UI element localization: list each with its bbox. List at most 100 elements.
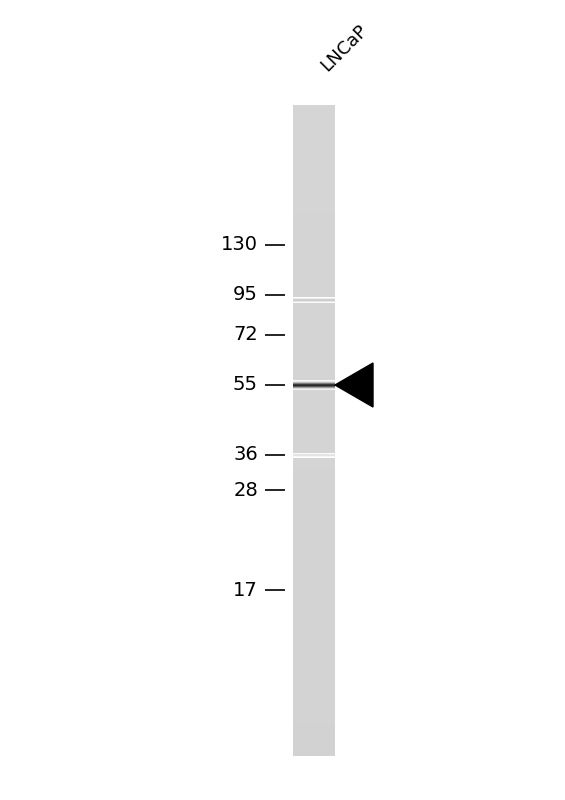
Bar (293, 727, 334, 730)
Bar (293, 110, 334, 112)
Bar (293, 564, 334, 567)
Bar (293, 181, 334, 183)
Bar (293, 423, 334, 426)
Bar (293, 697, 334, 699)
Bar (293, 551, 334, 554)
Bar (293, 649, 334, 651)
Bar (293, 287, 334, 290)
Bar (293, 289, 334, 292)
Text: 28: 28 (233, 481, 258, 499)
Bar (293, 660, 334, 662)
Bar (293, 281, 334, 283)
Bar (293, 196, 334, 198)
Bar (293, 177, 334, 179)
Bar (293, 254, 334, 257)
Bar (293, 398, 334, 400)
Bar (293, 597, 334, 599)
Bar (293, 640, 334, 643)
Bar (293, 185, 334, 188)
Bar (293, 370, 334, 372)
Bar (293, 490, 334, 494)
Bar (293, 378, 334, 381)
Bar (293, 549, 334, 552)
Bar (293, 135, 334, 138)
Bar (293, 588, 334, 591)
Bar (293, 207, 334, 210)
Bar (293, 311, 334, 314)
Bar (293, 467, 334, 470)
Bar (293, 664, 334, 666)
Bar (293, 502, 334, 504)
Bar (293, 434, 334, 437)
Bar (293, 426, 334, 428)
Text: LNCaP: LNCaP (318, 22, 371, 75)
Text: 72: 72 (233, 326, 258, 345)
Text: 130: 130 (221, 235, 258, 254)
Bar (293, 673, 334, 675)
Bar (293, 658, 334, 660)
Bar (293, 337, 334, 339)
Bar (293, 361, 334, 363)
Bar (293, 610, 334, 613)
Bar (293, 677, 334, 680)
Bar (293, 298, 334, 301)
Bar (293, 406, 334, 409)
Bar (293, 382, 334, 385)
Bar (293, 645, 334, 647)
Text: 36: 36 (233, 446, 258, 465)
Bar (293, 460, 334, 463)
Bar (293, 474, 334, 476)
Bar (293, 380, 334, 383)
Bar (293, 445, 334, 448)
Bar (293, 714, 334, 717)
Bar (293, 282, 334, 286)
Bar (293, 391, 334, 394)
Bar (293, 653, 334, 656)
Bar (293, 413, 334, 415)
Bar (293, 122, 334, 125)
Bar (293, 608, 334, 610)
Bar (293, 642, 334, 645)
Bar (293, 612, 334, 614)
Bar (293, 514, 334, 517)
Bar (293, 536, 334, 539)
Bar (293, 562, 334, 565)
Bar (293, 120, 334, 123)
Bar (293, 579, 334, 582)
Bar (293, 512, 334, 515)
Bar (293, 250, 334, 253)
Bar (293, 534, 334, 537)
Text: 17: 17 (233, 581, 258, 599)
Bar (293, 257, 334, 259)
Bar (293, 625, 334, 628)
Bar (293, 162, 334, 164)
Bar (293, 682, 334, 684)
Bar (293, 263, 334, 266)
Bar (293, 358, 334, 361)
Bar (293, 126, 334, 130)
Text: 95: 95 (233, 286, 258, 305)
Bar (293, 363, 334, 366)
Bar (293, 716, 334, 718)
Bar (293, 616, 334, 619)
Bar (293, 192, 334, 194)
Bar (293, 701, 334, 703)
Bar (293, 484, 334, 487)
Bar (293, 432, 334, 435)
Bar (293, 105, 334, 108)
Bar (293, 415, 334, 418)
Bar (293, 510, 334, 513)
Bar (293, 582, 334, 584)
Bar (293, 328, 334, 331)
Bar (293, 698, 334, 702)
Bar (293, 386, 334, 390)
Bar (293, 374, 334, 376)
Bar (293, 266, 334, 268)
Bar (293, 593, 334, 595)
Bar (293, 233, 334, 235)
Bar (293, 493, 334, 495)
Bar (293, 183, 334, 186)
Bar (293, 270, 334, 272)
Bar (293, 504, 334, 506)
Bar (293, 456, 334, 458)
